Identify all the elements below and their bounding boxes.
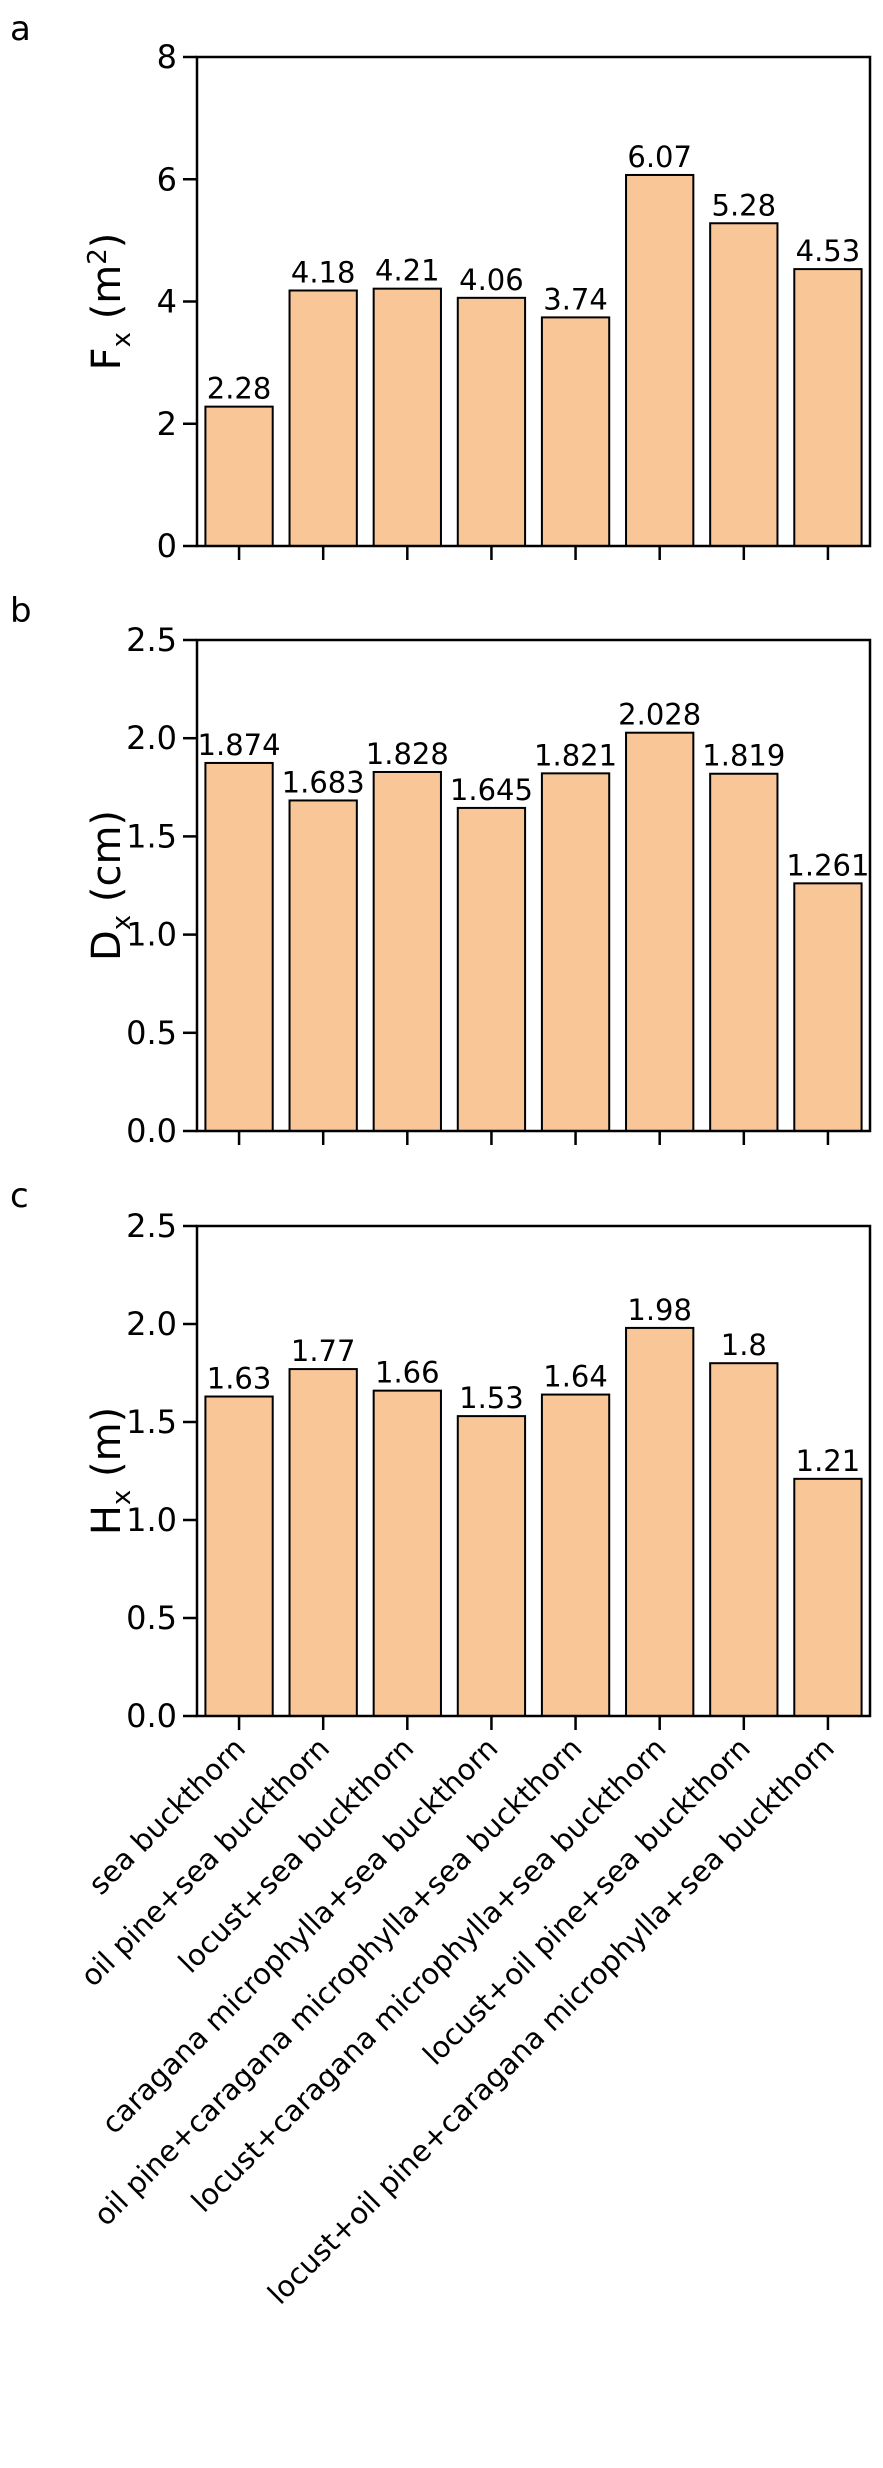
bar (288, 1368, 358, 1717)
bar (288, 799, 358, 1132)
data-label: 1.645 (450, 773, 533, 807)
bar (625, 731, 695, 1132)
y-tick-label: 0 (157, 527, 177, 565)
data-label: 2.28 (207, 372, 272, 406)
data-label: 4.21 (375, 254, 440, 288)
y-tick-label: 1.5 (126, 817, 177, 855)
y-tick-label: 1.0 (126, 1501, 177, 1539)
data-label: 1.261 (786, 848, 869, 882)
data-label: 1.64 (543, 1360, 608, 1394)
panel-letter: a (10, 9, 31, 49)
bar (372, 287, 442, 547)
data-label: 4.53 (796, 234, 861, 268)
bar (204, 405, 274, 548)
bar (204, 1395, 274, 1718)
bar (288, 289, 358, 547)
data-label: 1.66 (375, 1356, 440, 1390)
bar (456, 1415, 527, 1717)
bar (793, 1477, 863, 1717)
y-tick-label: 2 (157, 405, 177, 443)
data-label: 4.18 (291, 255, 356, 289)
y-tick-label: 2.5 (126, 1207, 177, 1245)
y-tick-label: 2.0 (126, 719, 177, 757)
bar (709, 772, 779, 1132)
y-axis-label: Dx (cm) (84, 810, 137, 961)
y-tick-label: 8 (157, 38, 177, 76)
y-tick-label: 1.0 (126, 916, 177, 954)
data-label: 5.28 (712, 188, 777, 222)
data-label: 3.74 (543, 282, 608, 316)
chart-panel-c: c 1.63 1.77 1.66 1.53 1.64 1.98 1.8 1.21 0.0 0.5 1.… (10, 1176, 872, 2311)
bar (625, 173, 695, 547)
bar (456, 806, 527, 1132)
bar (540, 316, 611, 547)
bar (793, 882, 863, 1132)
bar (204, 761, 274, 1132)
data-label: 2.028 (618, 698, 701, 732)
data-label: 1.98 (627, 1293, 692, 1327)
panel-letter: c (10, 1176, 29, 1216)
data-label: 1.8 (721, 1328, 767, 1362)
data-label: 1.21 (796, 1444, 861, 1478)
plot-frame (195, 1224, 872, 1718)
data-label: 1.828 (366, 737, 449, 771)
y-tick-label: 0.5 (126, 1014, 177, 1052)
data-label: 6.07 (627, 140, 692, 174)
y-axis-label: Hx (m) (84, 1407, 137, 1535)
y-tick-label: 2.5 (126, 621, 177, 659)
data-label: 1.874 (198, 728, 281, 762)
plot-frame (195, 638, 872, 1133)
y-tick-label: 2.0 (126, 1305, 177, 1343)
bar (372, 770, 442, 1132)
data-label: 1.53 (459, 1381, 524, 1415)
data-label: 1.77 (291, 1334, 356, 1368)
panel-letter: b (10, 591, 32, 631)
data-label: 4.06 (459, 263, 524, 297)
y-tick-label: 0.0 (126, 1112, 177, 1150)
data-label: 1.63 (207, 1362, 272, 1396)
bar (709, 222, 779, 547)
y-tick-label: 6 (157, 160, 177, 198)
y-tick-label: 0.5 (126, 1599, 177, 1637)
bar (540, 772, 611, 1132)
bar (456, 296, 527, 547)
bar (793, 268, 863, 547)
bar (625, 1326, 695, 1718)
data-label: 1.821 (534, 738, 617, 772)
bar (709, 1362, 779, 1717)
y-tick-label: 0.0 (126, 1697, 177, 1735)
y-axis-label: Fx (m2) (83, 233, 137, 371)
chart-panel-a: a 2.28 4.18 4.21 4.06 3.74 6.07 5.28 4.53 0 2 4 6 8 Fx… (10, 9, 872, 565)
data-label: 1.683 (282, 765, 365, 799)
y-tick-label: 1.5 (126, 1403, 177, 1441)
y-tick-label: 4 (157, 283, 177, 321)
data-label: 1.819 (702, 739, 785, 773)
bar (540, 1393, 611, 1718)
bar (372, 1389, 442, 1717)
